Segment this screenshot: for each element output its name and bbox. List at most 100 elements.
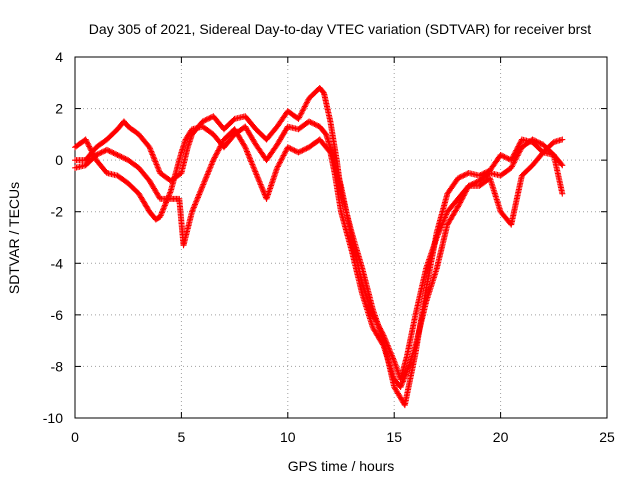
data-point bbox=[213, 150, 220, 157]
data-point bbox=[197, 188, 204, 195]
data-point bbox=[299, 107, 306, 114]
x-tick-label: 25 bbox=[599, 429, 615, 445]
data-point bbox=[167, 189, 174, 196]
y-tick-label: -10 bbox=[43, 410, 63, 426]
data-point bbox=[216, 144, 223, 151]
data-point bbox=[214, 148, 221, 155]
data-point bbox=[280, 152, 287, 159]
data-point bbox=[455, 202, 462, 209]
y-tick-label: 4 bbox=[55, 49, 63, 65]
data-point bbox=[312, 121, 319, 128]
data-point bbox=[498, 152, 505, 159]
data-point bbox=[122, 155, 129, 162]
data-point bbox=[290, 146, 297, 153]
data-point bbox=[146, 144, 153, 151]
data-point bbox=[403, 369, 410, 376]
data-point bbox=[242, 145, 249, 152]
data-point bbox=[206, 167, 213, 174]
data-point bbox=[255, 177, 262, 184]
data-point bbox=[456, 174, 463, 181]
data-point bbox=[311, 121, 318, 128]
plot-frame bbox=[74, 56, 608, 419]
data-point bbox=[159, 208, 166, 215]
data-point bbox=[111, 150, 118, 157]
data-point bbox=[255, 175, 262, 182]
data-point bbox=[252, 170, 259, 177]
data-point bbox=[302, 102, 309, 109]
data-point bbox=[150, 152, 157, 159]
data-point bbox=[253, 171, 260, 178]
data-point bbox=[205, 115, 211, 122]
data-point bbox=[461, 191, 468, 198]
data-point bbox=[298, 148, 305, 155]
data-point bbox=[241, 142, 248, 149]
data-point bbox=[515, 143, 522, 150]
x-tick-label: 10 bbox=[280, 429, 296, 445]
x-tick-label: 20 bbox=[493, 429, 509, 445]
data-point bbox=[109, 149, 116, 156]
data-point bbox=[243, 147, 250, 154]
data-point bbox=[256, 178, 263, 185]
data-point bbox=[148, 149, 155, 156]
data-point bbox=[536, 139, 543, 146]
data-point bbox=[86, 143, 93, 150]
data-point bbox=[281, 149, 288, 156]
data-point bbox=[106, 148, 113, 155]
y-tick-label: -8 bbox=[51, 358, 64, 374]
data-point bbox=[189, 207, 196, 214]
data-point bbox=[300, 106, 307, 113]
data-point bbox=[481, 170, 488, 177]
data-point bbox=[398, 381, 405, 388]
data-point bbox=[121, 155, 128, 162]
data-point bbox=[160, 205, 167, 212]
data-point bbox=[202, 117, 209, 124]
data-point bbox=[200, 180, 207, 187]
data-point bbox=[205, 170, 211, 177]
data-point bbox=[193, 198, 200, 205]
y-tick-label: -6 bbox=[51, 307, 64, 323]
y-tick-label: 2 bbox=[55, 101, 63, 117]
data-point bbox=[480, 170, 487, 177]
data-point bbox=[82, 136, 89, 143]
data-point bbox=[204, 171, 211, 178]
data-point bbox=[497, 151, 504, 158]
data-point bbox=[504, 155, 511, 162]
data-point bbox=[308, 119, 315, 126]
data-point bbox=[114, 151, 121, 158]
data-point bbox=[276, 159, 283, 166]
data-point bbox=[456, 200, 463, 207]
data-point bbox=[508, 157, 515, 164]
data-point bbox=[257, 180, 264, 187]
data-point bbox=[115, 152, 122, 159]
data-point bbox=[399, 379, 406, 386]
data-point bbox=[150, 154, 157, 161]
data-point bbox=[299, 147, 306, 154]
data-point bbox=[534, 139, 541, 146]
data-point bbox=[303, 100, 310, 107]
data-point bbox=[302, 146, 309, 153]
x-tick-label: 15 bbox=[386, 429, 402, 445]
data-point bbox=[279, 155, 286, 162]
data-point bbox=[154, 162, 161, 169]
data-point bbox=[303, 99, 310, 106]
data-point bbox=[84, 139, 91, 146]
data-point bbox=[190, 205, 197, 212]
data-point bbox=[500, 153, 507, 160]
data-point bbox=[209, 160, 216, 167]
data-point bbox=[464, 185, 471, 192]
data-point bbox=[477, 171, 484, 178]
data-point bbox=[85, 142, 92, 149]
data-point bbox=[306, 118, 313, 125]
data-point bbox=[194, 195, 201, 202]
data-point bbox=[558, 161, 565, 168]
data-point bbox=[211, 154, 218, 161]
data-point bbox=[559, 190, 566, 197]
data-point bbox=[191, 201, 198, 208]
data-point bbox=[212, 153, 219, 160]
data-point bbox=[295, 115, 302, 122]
data-point bbox=[152, 160, 159, 167]
data-point bbox=[83, 137, 90, 144]
data-point bbox=[326, 148, 333, 155]
data-point bbox=[463, 187, 470, 194]
data-point bbox=[113, 151, 120, 158]
